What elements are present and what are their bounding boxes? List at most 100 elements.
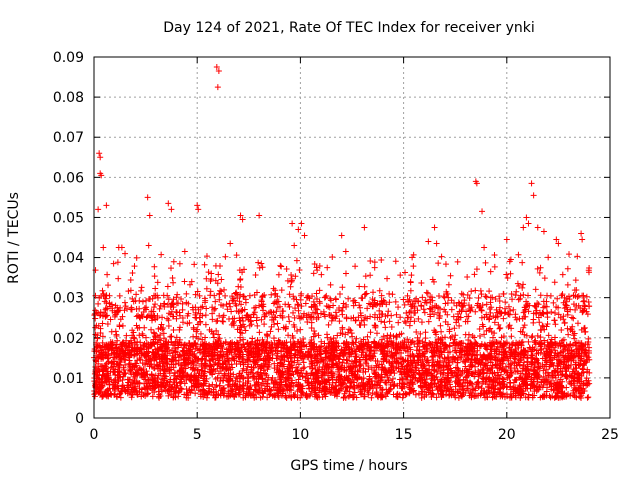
data-point (130, 334, 137, 341)
data-point (251, 291, 258, 298)
data-point (176, 260, 183, 267)
data-point (551, 279, 558, 286)
data-point (300, 390, 307, 397)
data-point (233, 373, 240, 380)
data-point (186, 281, 193, 288)
data-point (137, 339, 144, 346)
data-point (481, 387, 488, 394)
data-point (104, 305, 111, 312)
data-point (403, 309, 410, 316)
data-point (420, 306, 427, 313)
data-point (117, 394, 124, 401)
data-point (558, 384, 565, 391)
data-point (519, 284, 526, 291)
data-point (274, 355, 281, 362)
data-point (102, 295, 109, 302)
data-point (442, 300, 449, 307)
data-point (529, 352, 536, 359)
data-point (455, 394, 462, 401)
data-point (453, 319, 460, 326)
data-point (559, 378, 566, 385)
data-point (423, 348, 430, 355)
data-point (162, 359, 169, 366)
data-point (197, 318, 204, 325)
data-point (157, 302, 164, 309)
data-point (240, 336, 247, 343)
data-point (240, 385, 247, 392)
data-point (172, 394, 179, 401)
data-point (369, 390, 376, 397)
data-point (153, 350, 160, 357)
data-point (514, 280, 521, 287)
data-point (313, 264, 320, 271)
data-point (338, 307, 345, 314)
data-point (215, 370, 222, 377)
data-point (288, 277, 295, 284)
data-point (513, 362, 520, 369)
data-point (154, 375, 161, 382)
data-point (491, 263, 498, 270)
data-point (455, 299, 462, 306)
data-point (364, 341, 371, 348)
data-point (409, 254, 416, 261)
data-point (373, 330, 380, 337)
data-point (150, 365, 157, 372)
data-point (222, 292, 229, 299)
data-point (346, 388, 353, 395)
data-point (472, 287, 479, 294)
data-point (393, 311, 400, 318)
data-point (240, 293, 247, 300)
data-point (402, 269, 409, 276)
data-point (441, 347, 448, 354)
data-point (169, 274, 176, 281)
y-tick-label: 0.05 (53, 210, 84, 226)
data-point (337, 350, 344, 357)
data-point (188, 278, 195, 285)
data-point (380, 358, 387, 365)
data-point (339, 324, 346, 331)
data-point (203, 285, 210, 292)
data-point (334, 332, 341, 339)
data-point (178, 378, 185, 385)
data-point (311, 260, 318, 267)
data-point (133, 313, 140, 320)
data-point (541, 337, 548, 344)
data-point (192, 345, 199, 352)
data-point (397, 314, 404, 321)
data-point (192, 304, 199, 311)
data-point (282, 301, 289, 308)
data-point (169, 313, 176, 320)
data-point (116, 369, 123, 376)
data-point (165, 317, 172, 324)
data-point (348, 330, 355, 337)
data-point (517, 352, 524, 359)
data-point (136, 355, 143, 362)
data-point (227, 303, 234, 310)
data-point (473, 266, 480, 273)
data-point (550, 299, 557, 306)
data-point (183, 394, 190, 401)
data-point (406, 309, 413, 316)
data-point (343, 314, 350, 321)
data-point (454, 389, 461, 396)
data-point (509, 296, 516, 303)
data-point (199, 355, 206, 362)
data-point (381, 348, 388, 355)
data-point (508, 365, 515, 372)
data-point (570, 292, 577, 299)
data-point (437, 322, 444, 329)
data-point (143, 350, 150, 357)
data-point (115, 275, 122, 282)
data-point (254, 322, 261, 329)
data-point (515, 251, 522, 258)
data-point (432, 380, 439, 387)
data-point (352, 263, 359, 270)
data-point (293, 364, 300, 371)
data-point (339, 330, 346, 337)
data-point (571, 335, 578, 342)
data-point (176, 368, 183, 375)
data-point (517, 383, 524, 390)
data-point (565, 331, 572, 338)
data-point (487, 378, 494, 385)
data-point (515, 296, 522, 303)
